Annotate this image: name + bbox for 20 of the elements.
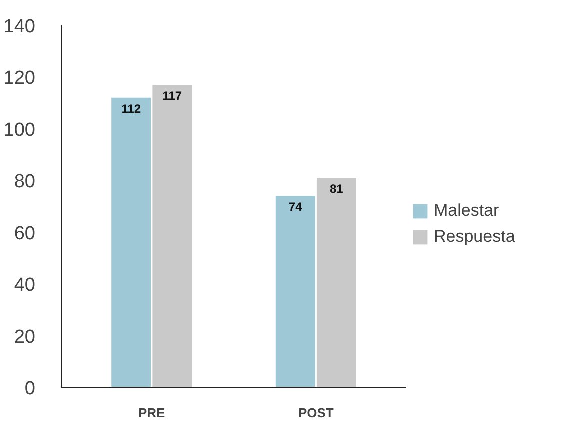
- y-tick-label: 100: [4, 120, 36, 141]
- y-tick-label: 20: [14, 326, 36, 348]
- bar: [316, 178, 356, 388]
- y-tick-label: 140: [4, 16, 36, 38]
- legend-label: Malestar: [434, 201, 500, 221]
- x-tick-label: PRE: [138, 406, 166, 420]
- data-label: 74: [288, 200, 303, 214]
- y-tick-label: 120: [4, 68, 36, 90]
- data-label: 81: [330, 182, 344, 196]
- y-tick-label: 40: [14, 275, 36, 296]
- data-label: 112: [122, 102, 142, 116]
- y-tick-label: 80: [14, 172, 36, 193]
- data-label: 117: [162, 88, 182, 103]
- x-tick-label: POST: [298, 406, 334, 420]
- y-tick-label: 0: [24, 378, 36, 400]
- y-tick-label: 60: [14, 223, 36, 244]
- legend-label: Respuesta: [434, 227, 516, 247]
- bar: [276, 196, 316, 388]
- bar: [112, 98, 152, 388]
- bar: [152, 84, 192, 388]
